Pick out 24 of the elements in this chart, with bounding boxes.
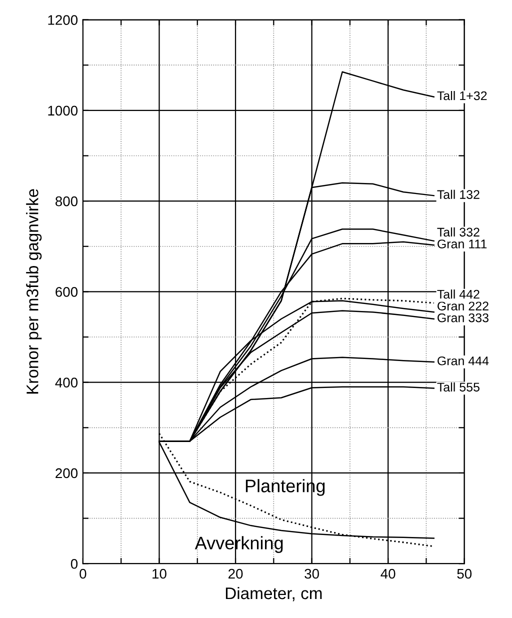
series-label: Tall 332 bbox=[437, 227, 480, 237]
x-tick-label: 50 bbox=[457, 568, 472, 579]
series-label: Tall 132 bbox=[437, 190, 480, 199]
series-label: Gran 333 bbox=[438, 313, 488, 322]
y-tick-label: 1200 bbox=[48, 15, 78, 25]
y-tick-label: 400 bbox=[55, 378, 78, 388]
x-tick-label: 30 bbox=[304, 568, 319, 579]
y-tick-label: 0 bbox=[70, 558, 78, 569]
x-tick-label: 40 bbox=[380, 568, 396, 579]
y-tick-label: 600 bbox=[56, 287, 78, 297]
x-tick-label: 0 bbox=[80, 568, 86, 579]
x-tick-label: 10 bbox=[152, 568, 166, 579]
series-label: Gran 222 bbox=[438, 302, 488, 310]
y-axis-title: Kronor per m3fub gagnvirke bbox=[26, 189, 42, 394]
y-tick-label: 1000 bbox=[48, 106, 78, 116]
legend-label: Tall 555 bbox=[437, 382, 480, 392]
y-tick-label: 800 bbox=[56, 196, 78, 206]
x-axis-title: Diameter, cm bbox=[226, 586, 322, 602]
series-label: Gran 444 bbox=[438, 356, 489, 366]
y-tick-label: 200 bbox=[56, 468, 78, 478]
x-tick-label: 20 bbox=[228, 568, 243, 579]
series-label: Gran 111 bbox=[438, 240, 487, 248]
series-label: Tall 1+32 bbox=[437, 90, 487, 100]
series-label: Tall 442 bbox=[437, 289, 480, 299]
